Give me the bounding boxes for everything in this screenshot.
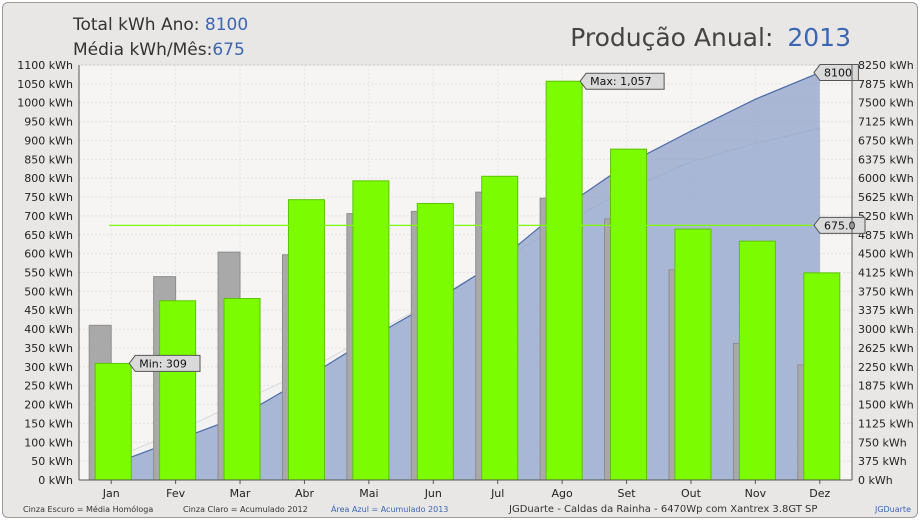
y-right-tick-label: 1500 kWh: [858, 399, 914, 412]
y-right-tick-label: 5625 kWh: [858, 191, 914, 204]
y-left-tick-label: 50 kWh: [31, 455, 73, 468]
y-right-tick-label: 3000 kWh: [858, 323, 914, 336]
y-right-tick-label: 8250 kWh: [858, 59, 914, 72]
production-bar: [159, 300, 197, 481]
brand-label: JGDuarte: [874, 505, 911, 514]
y-right-tick-label: 7500 kWh: [858, 97, 914, 110]
total-accumulated-callout-box: [813, 64, 859, 82]
y-right-tick-label: 7875 kWh: [858, 78, 914, 91]
y-left-tick-label: 200 kWh: [24, 399, 73, 412]
annual-production-chart: 0 kWh 0 kWh 50 kWh 375 kWh 100 kWh 750 kWh 150…: [17, 59, 914, 500]
max-callout-text: Max: 1,057: [590, 75, 651, 88]
x-tick-label: Set: [618, 487, 637, 500]
min-callout-box: [128, 354, 201, 372]
x-tick-label: Fev: [166, 487, 185, 500]
y-right-tick-label: 750 kWh: [858, 436, 907, 449]
production-bar: [352, 180, 390, 481]
y-left-tick-label: 850 kWh: [24, 153, 73, 166]
y-right-tick-label: 3375 kWh: [858, 304, 914, 317]
y-right-tick-label: 4125 kWh: [858, 267, 914, 280]
y-left-tick-label: 1050 kWh: [17, 78, 73, 91]
production-bar: [803, 272, 841, 481]
y-left-tick-label: 1000 kWh: [17, 97, 73, 110]
y-right-tick-label: 1125 kWh: [858, 417, 914, 430]
y-left-tick-label: 400 kWh: [24, 323, 73, 336]
y-left-tick-label: 800 kWh: [24, 172, 73, 185]
production-bar: [223, 298, 261, 481]
y-left-tick-label: 500 kWh: [24, 285, 73, 298]
production-bar: [738, 240, 776, 481]
legend-blue-area: Área Azul = Acumulado 2013: [331, 505, 449, 514]
y-left-tick-label: 0 kWh: [38, 474, 73, 487]
y-left-tick-label: 100 kWh: [24, 436, 73, 449]
y-left-tick-label: 650 kWh: [24, 229, 73, 242]
chart-title: Produção Anual: 2013: [570, 23, 851, 52]
x-tick-label: Ago: [552, 487, 574, 500]
installation-credit: JGDuarte - Caldas da Rainha - 6470Wp com…: [509, 504, 818, 515]
x-tick-label: Out: [681, 487, 702, 500]
y-left-tick-label: 300 kWh: [24, 361, 73, 374]
x-tick-label: Dez: [809, 487, 830, 500]
total-accumulated-callout: 8100: [813, 64, 859, 82]
average-line-callout: 675.0: [813, 216, 866, 234]
production-bar: [94, 362, 132, 481]
avg-kwh-stat: Média kWh/Mês:675: [73, 40, 245, 60]
x-tick-label: Mar: [230, 487, 251, 500]
production-bar: [610, 148, 648, 481]
average-line-callout-text: 675.0: [824, 219, 856, 232]
y-left-tick-label: 550 kWh: [24, 267, 73, 280]
production-bar: [545, 80, 583, 481]
chart-title-year: 2013: [787, 23, 851, 52]
legend-light-gray: Cinza Claro = Acumulado 2012: [183, 505, 308, 514]
x-tick-label: Abr: [295, 487, 315, 500]
y-left-tick-label: 1100 kWh: [17, 59, 73, 72]
production-bar: [674, 228, 712, 481]
y-left-tick-label: 250 kWh: [24, 380, 73, 393]
y-left-tick-label: 950 kWh: [24, 116, 73, 129]
y-right-tick-label: 3750 kWh: [858, 285, 914, 298]
y-right-tick-label: 375 kWh: [858, 455, 907, 468]
max-callout-box: [579, 72, 665, 90]
y-right-tick-label: 7125 kWh: [858, 116, 914, 129]
total-kwh-stat: Total kWh Ano: 8100: [73, 15, 248, 35]
x-tick-label: Nov: [745, 487, 767, 500]
y-left-tick-label: 750 kWh: [24, 191, 73, 204]
x-tick-label: Jun: [424, 487, 442, 500]
avg-kwh-value: 675: [212, 40, 245, 60]
y-left-tick-label: 450 kWh: [24, 304, 73, 317]
y-left-tick-label: 150 kWh: [24, 417, 73, 430]
chart-title-label: Produção Anual:: [570, 23, 774, 52]
y-right-tick-label: 1875 kWh: [858, 380, 914, 393]
x-tick-label: Mai: [359, 487, 378, 500]
y-right-tick-label: 0 kWh: [858, 474, 893, 487]
min-callout: Min: 309: [128, 354, 201, 372]
total-accumulated-callout-text: 8100: [824, 67, 852, 80]
max-callout: Max: 1,057: [579, 72, 665, 90]
y-right-tick-label: 5250 kWh: [858, 210, 914, 223]
production-bar: [287, 199, 325, 481]
total-kwh-value: 8100: [204, 15, 249, 35]
production-bar: [416, 202, 454, 481]
y-right-tick-label: 6750 kWh: [858, 134, 914, 147]
y-right-tick-label: 2625 kWh: [858, 342, 914, 355]
production-bar: [481, 175, 519, 481]
y-left-tick-label: 600 kWh: [24, 248, 73, 261]
y-right-tick-label: 4500 kWh: [858, 248, 914, 261]
y-right-tick-label: 6375 kWh: [858, 153, 914, 166]
total-kwh-label: Total kWh Ano:: [73, 15, 200, 35]
min-callout-text: Min: 309: [139, 357, 187, 370]
legend-dark-gray: Cinza Escuro = Média Homóloga: [23, 505, 154, 514]
y-left-tick-label: 900 kWh: [24, 134, 73, 147]
avg-kwh-label: Média kWh/Mês:: [73, 40, 213, 60]
y-left-tick-label: 700 kWh: [24, 210, 73, 223]
y-left-tick-label: 350 kWh: [24, 342, 73, 355]
y-right-tick-label: 6000 kWh: [858, 172, 914, 185]
x-tick-label: Jan: [102, 487, 120, 500]
x-tick-label: Jul: [490, 487, 504, 500]
y-right-tick-label: 2250 kWh: [858, 361, 914, 374]
y-right-tick-label: 4875 kWh: [858, 229, 914, 242]
